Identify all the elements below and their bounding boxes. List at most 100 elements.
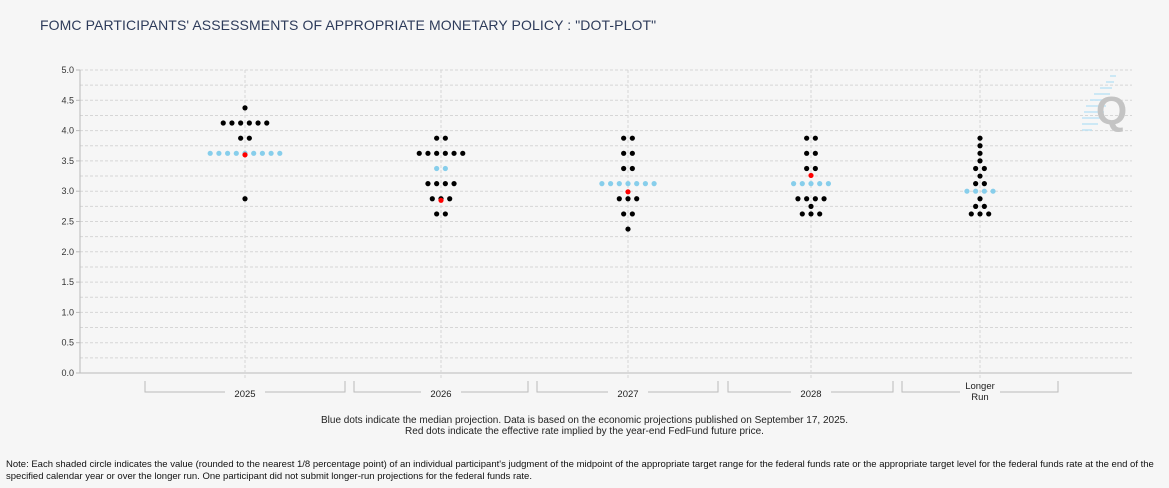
median-dot <box>651 181 657 187</box>
participant-dot <box>416 150 422 156</box>
chart-title: FOMC PARTICIPANTS' ASSESSMENTS OF APPROP… <box>40 17 657 33</box>
median-dot <box>608 181 614 187</box>
participant-dot <box>629 165 635 172</box>
label-bg <box>608 388 648 399</box>
median-dot <box>642 181 649 187</box>
participant-dot <box>442 150 448 156</box>
participant-dot <box>804 150 810 156</box>
median-dot <box>825 181 832 187</box>
participant-dot <box>977 135 983 141</box>
median-dot <box>442 165 448 172</box>
implied-rate-dot <box>625 189 631 195</box>
median-dot <box>268 150 274 156</box>
participant-dot <box>625 226 631 232</box>
y-tick-label: 5.0 <box>61 65 74 75</box>
participant-dot <box>812 165 818 172</box>
y-tick-label: 3.0 <box>61 186 74 196</box>
participant-dot <box>246 135 252 141</box>
participant-dot <box>220 120 226 126</box>
participant-dot <box>986 211 992 217</box>
participant-dot <box>799 211 805 217</box>
participant-dot <box>429 196 435 202</box>
participant-dot <box>242 196 248 202</box>
participant-dot <box>968 211 974 217</box>
label-bg <box>421 388 461 399</box>
y-tick-label: 1.5 <box>61 277 74 287</box>
median-dot <box>216 150 222 156</box>
implied-rate-dot <box>438 197 444 203</box>
caption-median: Blue dots indicate the median projection… <box>320 415 848 426</box>
participant-dot <box>629 150 635 156</box>
participant-dot <box>255 120 261 126</box>
participant-dot <box>812 135 818 141</box>
participant-dot <box>812 150 818 156</box>
category-label: Longer <box>965 381 995 392</box>
participant-dot <box>977 211 983 217</box>
participant-dot <box>442 211 448 217</box>
participant-dot <box>242 105 248 111</box>
participant-dot <box>451 181 457 187</box>
participant-dot <box>817 211 823 217</box>
y-tick-label: 0.5 <box>61 338 74 348</box>
median-dot <box>225 150 231 156</box>
participant-dot <box>434 211 440 217</box>
participant-dot <box>977 150 983 156</box>
category-label: 2026 <box>430 389 451 400</box>
median-dot <box>964 188 970 194</box>
label-bg <box>960 380 1000 402</box>
participant-dot <box>977 196 983 202</box>
median-dot <box>817 181 823 187</box>
participant-dot <box>238 120 244 126</box>
participant-dot <box>238 135 244 141</box>
participant-dot <box>973 181 979 187</box>
participant-dot <box>808 211 814 217</box>
participant-dot <box>621 135 627 141</box>
category-label: 2025 <box>234 389 255 400</box>
participant-dot <box>434 135 440 141</box>
y-tick-label: 4.5 <box>61 95 74 105</box>
participant-dot <box>977 158 983 164</box>
median-dot <box>973 188 979 194</box>
participant-dot <box>442 135 448 141</box>
participant-dot <box>795 196 801 202</box>
y-tick-label: 0.0 <box>61 368 74 378</box>
category-label: 2027 <box>617 389 638 400</box>
participant-dot <box>621 165 627 172</box>
participant-dot <box>804 196 810 202</box>
median-dot <box>233 150 239 156</box>
participant-dot <box>447 196 453 202</box>
dot-plot-chart: 0.0 0.5 1.0 1.5 2.0 2.5 3.0 3.5 4.0 4.5 5.0 2025 202… <box>61 65 1132 403</box>
participant-dot <box>229 120 235 126</box>
category-label-line2: Run <box>971 392 988 403</box>
participant-dot <box>621 211 627 217</box>
median-dot <box>207 150 213 156</box>
participant-dot <box>981 181 987 187</box>
median-dot <box>791 181 797 187</box>
median-dot <box>808 181 814 187</box>
median-dot <box>599 181 605 187</box>
participant-dot <box>425 181 431 187</box>
participant-dot <box>451 150 457 156</box>
participant-dot <box>246 120 252 126</box>
median-dot <box>799 181 805 187</box>
participant-dot <box>434 150 440 156</box>
participant-dot <box>629 135 635 141</box>
median-dot <box>634 181 640 187</box>
participant-dot <box>434 181 440 187</box>
participant-dot <box>804 135 810 141</box>
y-tick-label: 3.5 <box>61 156 74 166</box>
participant-dot <box>625 196 631 202</box>
label-bg <box>225 388 265 399</box>
footnote: Note: Each shaded circle indicates the v… <box>6 459 1154 482</box>
median-dot <box>616 181 622 187</box>
watermark-logo-icon: Q <box>1080 74 1130 141</box>
participant-dot <box>977 173 983 179</box>
participant-dot <box>621 150 627 156</box>
participant-dot <box>973 203 979 209</box>
median-dot <box>625 181 631 187</box>
median-dot <box>259 150 265 156</box>
y-tick-label: 2.5 <box>61 217 74 227</box>
y-tick-label: 2.0 <box>61 247 74 257</box>
participant-dot <box>460 150 466 156</box>
participant-dot <box>981 203 987 209</box>
